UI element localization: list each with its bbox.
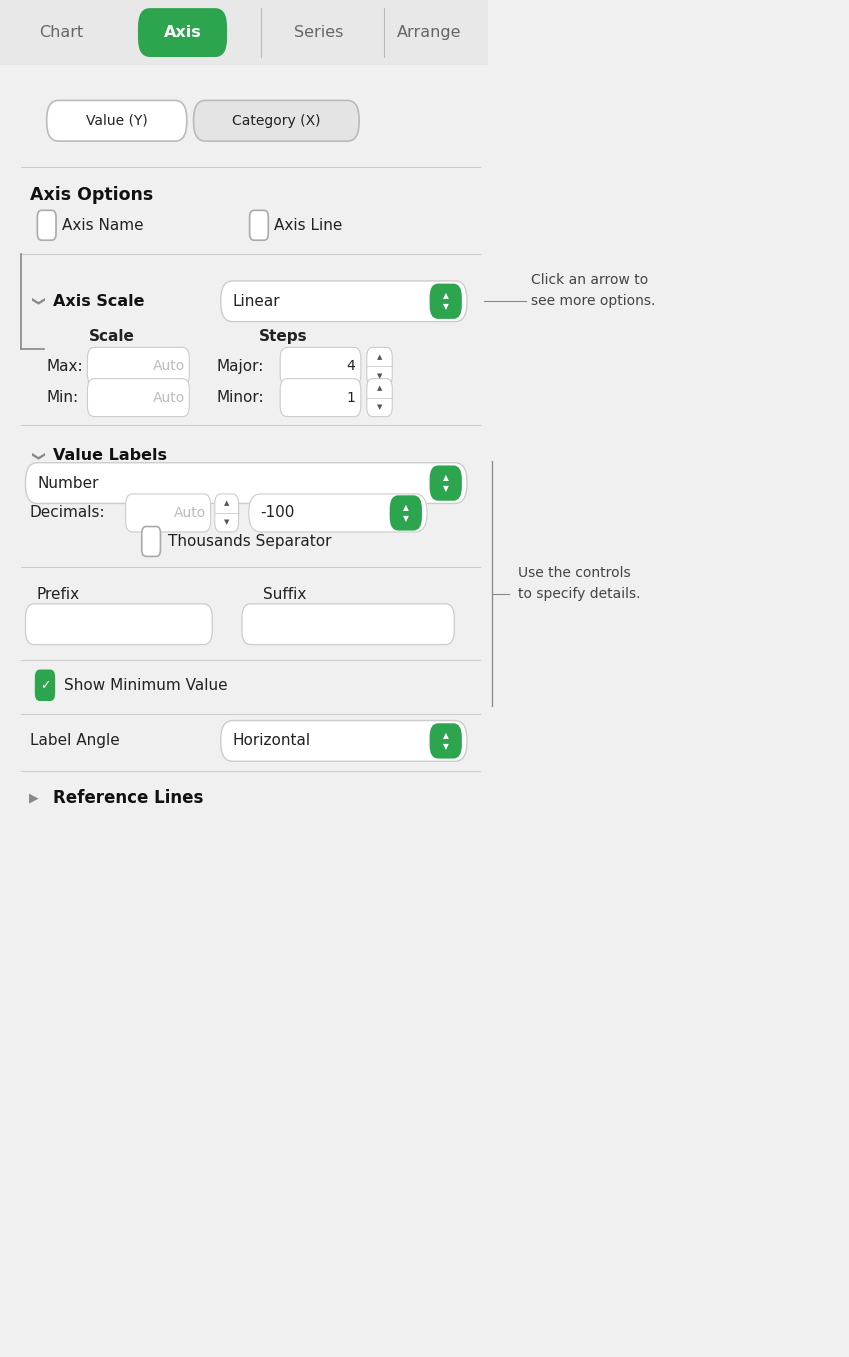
Bar [0, 0, 488, 65]
FancyBboxPatch shape [430, 465, 462, 501]
Text: ▼: ▼ [377, 404, 382, 410]
Text: Auto: Auto [153, 360, 185, 373]
Text: Reference Lines: Reference Lines [53, 788, 204, 807]
Text: Auto: Auto [174, 506, 206, 520]
Text: ▲: ▲ [403, 503, 408, 512]
Text: Number: Number [37, 475, 98, 491]
Text: 4: 4 [346, 360, 355, 373]
FancyBboxPatch shape [390, 495, 422, 531]
FancyBboxPatch shape [367, 379, 392, 417]
Text: Thousands Separator: Thousands Separator [168, 533, 332, 550]
Text: Max:: Max: [47, 358, 83, 375]
Text: Steps: Steps [259, 328, 307, 345]
Text: Use the controls
to specify details.: Use the controls to specify details. [518, 566, 640, 601]
FancyBboxPatch shape [221, 281, 467, 322]
Text: ▼: ▼ [443, 742, 448, 750]
Text: Category (X): Category (X) [232, 114, 321, 128]
Text: -100: -100 [261, 505, 295, 521]
Text: Show Minimum Value: Show Minimum Value [64, 677, 228, 693]
Text: Horizontal: Horizontal [233, 733, 311, 749]
FancyBboxPatch shape [215, 494, 239, 532]
FancyBboxPatch shape [37, 210, 56, 240]
Text: Axis Scale: Axis Scale [53, 293, 145, 309]
Text: Prefix: Prefix [37, 586, 80, 603]
Text: Min:: Min: [47, 389, 79, 406]
FancyBboxPatch shape [430, 284, 462, 319]
FancyBboxPatch shape [87, 379, 189, 417]
Text: ▲: ▲ [224, 501, 229, 506]
Text: ▼: ▼ [443, 484, 448, 493]
Text: Axis: Axis [164, 24, 201, 41]
FancyBboxPatch shape [194, 100, 359, 141]
Text: ▼: ▼ [224, 520, 229, 525]
Text: Axis Line: Axis Line [274, 217, 343, 233]
Text: ✓: ✓ [40, 678, 50, 692]
Text: Chart: Chart [39, 24, 83, 41]
FancyBboxPatch shape [142, 527, 160, 556]
Text: Linear: Linear [233, 293, 280, 309]
Text: Scale: Scale [89, 328, 135, 345]
Text: Value (Y): Value (Y) [86, 114, 148, 128]
Text: Minor:: Minor: [216, 389, 264, 406]
FancyBboxPatch shape [430, 723, 462, 759]
Text: ▲: ▲ [443, 292, 448, 300]
FancyBboxPatch shape [25, 463, 467, 503]
FancyBboxPatch shape [250, 210, 268, 240]
Text: ▼: ▼ [443, 303, 448, 311]
FancyBboxPatch shape [221, 721, 467, 761]
Text: ▲: ▲ [377, 354, 382, 360]
FancyBboxPatch shape [126, 494, 211, 532]
Text: ▼: ▼ [377, 373, 382, 379]
Text: Decimals:: Decimals: [30, 505, 105, 521]
Text: ❯: ❯ [29, 296, 42, 307]
FancyBboxPatch shape [367, 347, 392, 385]
Text: ❯: ❯ [29, 451, 42, 461]
FancyBboxPatch shape [47, 100, 187, 141]
Text: ▼: ▼ [403, 514, 408, 522]
Text: Suffix: Suffix [263, 586, 306, 603]
Text: Label Angle: Label Angle [30, 733, 120, 749]
Text: Click an arrow to
see more options.: Click an arrow to see more options. [531, 273, 655, 308]
Text: Series: Series [294, 24, 343, 41]
Text: Auto: Auto [153, 391, 185, 404]
FancyBboxPatch shape [249, 494, 427, 532]
Text: Value Labels: Value Labels [53, 448, 167, 464]
Text: Axis Options: Axis Options [30, 186, 153, 205]
FancyBboxPatch shape [25, 604, 212, 645]
Text: 1: 1 [346, 391, 355, 404]
Text: ▲: ▲ [443, 474, 448, 482]
Text: ▲: ▲ [377, 385, 382, 391]
Text: ▲: ▲ [443, 731, 448, 740]
FancyBboxPatch shape [242, 604, 454, 645]
FancyBboxPatch shape [36, 670, 54, 700]
Text: Axis Name: Axis Name [62, 217, 143, 233]
FancyBboxPatch shape [138, 8, 228, 57]
FancyBboxPatch shape [280, 347, 361, 385]
Text: Arrange: Arrange [396, 24, 461, 41]
FancyBboxPatch shape [87, 347, 189, 385]
Text: ▶: ▶ [29, 791, 39, 805]
Text: Major:: Major: [216, 358, 264, 375]
FancyBboxPatch shape [280, 379, 361, 417]
